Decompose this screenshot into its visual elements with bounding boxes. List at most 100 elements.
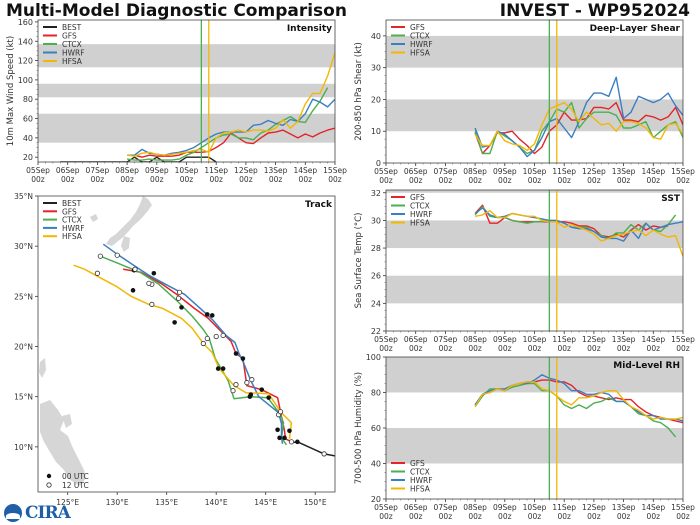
track-marker-12utc <box>288 439 295 445</box>
shear-xtick-sublabel: 00z <box>557 176 571 185</box>
intensity-xtick-sublabel: 00z <box>180 175 194 184</box>
track-frame <box>37 195 336 493</box>
shear-band <box>386 35 683 68</box>
philippines-island-shape <box>62 414 72 428</box>
rh-title: Mid-Level RH <box>613 361 680 371</box>
sst-band <box>386 220 683 249</box>
sst-band <box>386 190 683 193</box>
intensity-xtick-label: 11Sep <box>204 166 228 175</box>
sst-xtick-sublabel: 00z <box>557 344 571 353</box>
rh-ytick-label: 100 <box>366 353 381 362</box>
sst-xtick-sublabel: 00z <box>617 344 631 353</box>
shear-xtick-sublabel: 00z <box>439 176 453 185</box>
shear-xtick-label: 05Sep <box>374 167 398 176</box>
rh-xtick-label: 11Sep <box>552 503 576 512</box>
track-legend-label-hfsa: HFSA <box>62 232 83 241</box>
intensity-xtick-label: 08Sep <box>115 166 139 175</box>
intensity-legend-label-gfs: GFS <box>62 32 77 41</box>
intensity-xtick-label: 09Sep <box>145 166 169 175</box>
shear-xtick-sublabel: 00z <box>409 176 423 185</box>
rh-xtick-label: 13Sep <box>612 503 636 512</box>
rh-legend-label-gfs: GFS <box>410 459 425 468</box>
shear-ytick-label: 20 <box>371 95 381 104</box>
track-legend-marker-12utc <box>46 482 52 488</box>
sst-band <box>386 275 683 304</box>
rh-xtick-sublabel: 00z <box>468 512 482 521</box>
sst-ytick-label: 28 <box>371 244 381 253</box>
track-marker-12utc <box>94 270 101 276</box>
sst-xtick-label: 13Sep <box>612 335 636 344</box>
sst-xtick-sublabel: 00z <box>409 344 423 353</box>
intensity-title: Intensity <box>287 24 332 34</box>
cira-logo-text: CIRA <box>25 503 71 523</box>
intensity-band <box>38 44 335 68</box>
sst-xtick-label: 12Sep <box>582 335 606 344</box>
intensity-xtick-label: 05Sep <box>26 166 50 175</box>
track-xtick-label: 135°E <box>155 498 178 507</box>
intensity-xtick-label: 13Sep <box>264 166 288 175</box>
sst-ytick-label: 26 <box>371 272 381 281</box>
philippines-shape <box>40 400 86 486</box>
intensity-xtick-label: 15Sep <box>323 166 347 175</box>
japan-shape <box>106 196 152 246</box>
rh-ytick-label: 80 <box>371 389 381 398</box>
shear-ytick-label: 30 <box>371 64 381 73</box>
rh-xtick-sublabel: 00z <box>676 512 690 521</box>
sst-xtick-label: 07Sep <box>434 335 458 344</box>
shear-xtick-label: 11Sep <box>552 167 576 176</box>
sst-xtick-sublabel: 00z <box>587 344 601 353</box>
intensity-ytick-label: 140 <box>18 37 33 46</box>
intensity-xtick-sublabel: 00z <box>209 175 223 184</box>
track-marker-00utc <box>209 313 215 318</box>
shear-xtick-label: 10Sep <box>523 167 547 176</box>
shear-xtick-sublabel: 00z <box>676 176 690 185</box>
sst-xtick-label: 06Sep <box>404 335 428 344</box>
track-legend-label-ctcx: CTCX <box>62 216 82 225</box>
track-marker-12utc <box>220 332 226 339</box>
intensity-xtick-label: 14Sep <box>293 166 317 175</box>
sst-legend-label-hwrf: HWRF <box>410 210 433 219</box>
intensity-legend-label-hfsa: HFSA <box>62 57 83 66</box>
shear-xtick-sublabel: 00z <box>528 176 542 185</box>
intensity-xtick-sublabel: 00z <box>31 175 45 184</box>
track-ytick-label: 10°N <box>14 443 33 452</box>
intensity-chart: 2040608010012014016005Sep00z06Sep00z07Se… <box>6 18 347 184</box>
track-marker-12utc <box>149 301 155 307</box>
shear-legend-label-hfsa: HFSA <box>410 49 431 58</box>
rh-chart: 2040608010005Sep00z06Sep00z07Sep00z08Sep… <box>354 353 695 521</box>
storm-name: INVEST - WP952024 <box>499 1 690 21</box>
sst-xtick-label: 05Sep <box>374 335 398 344</box>
sst-ytick-label: 30 <box>371 216 381 225</box>
track-marker-12utc <box>132 266 138 272</box>
track-ytick-label: 25°N <box>14 292 33 301</box>
shear-band <box>386 99 683 132</box>
noaa-logo-icon <box>4 504 22 522</box>
shear-xtick-label: 15Sep <box>671 167 695 176</box>
sst-chart: 22242628303205Sep00z06Sep00z07Sep00z08Se… <box>354 189 695 353</box>
sst-xtick-sublabel: 00z <box>647 344 661 353</box>
sst-xtick-sublabel: 00z <box>676 344 690 353</box>
track-xtick-label: 145°E <box>254 498 277 507</box>
shear-ylabel: 200-850 hPa Shear (kt) <box>354 42 364 141</box>
track-legend-marker-label: 12 UTC <box>62 481 89 490</box>
sst-xtick-sublabel: 00z <box>439 344 453 353</box>
rh-xtick-label: 10Sep <box>523 503 547 512</box>
sst-frame <box>385 189 684 332</box>
rh-xtick-label: 14Sep <box>641 503 665 512</box>
shear-series-hfsa <box>474 101 683 152</box>
track-marker-12utc <box>97 253 103 259</box>
track-marker-12utc <box>200 340 206 347</box>
rh-series-ctcx <box>474 382 677 438</box>
shear-xtick-sublabel: 00z <box>468 176 482 185</box>
track-legend-label-best: BEST <box>62 199 82 208</box>
shear-legend-label-gfs: GFS <box>410 23 425 32</box>
track-marker-12utc <box>233 382 239 388</box>
rh-ytick-label: 60 <box>371 424 381 433</box>
intensity-series-ctcx <box>127 87 329 161</box>
sst-ylabel: Sea Surface Temp (°C) <box>354 213 364 309</box>
intensity-legend-label-ctcx: CTCX <box>62 40 82 49</box>
sst-xtick-sublabel: 00z <box>498 344 512 353</box>
shear-xtick-sublabel: 00z <box>498 176 512 185</box>
track-marker-00utc <box>266 395 271 400</box>
sst-xtick-label: 11Sep <box>552 335 576 344</box>
